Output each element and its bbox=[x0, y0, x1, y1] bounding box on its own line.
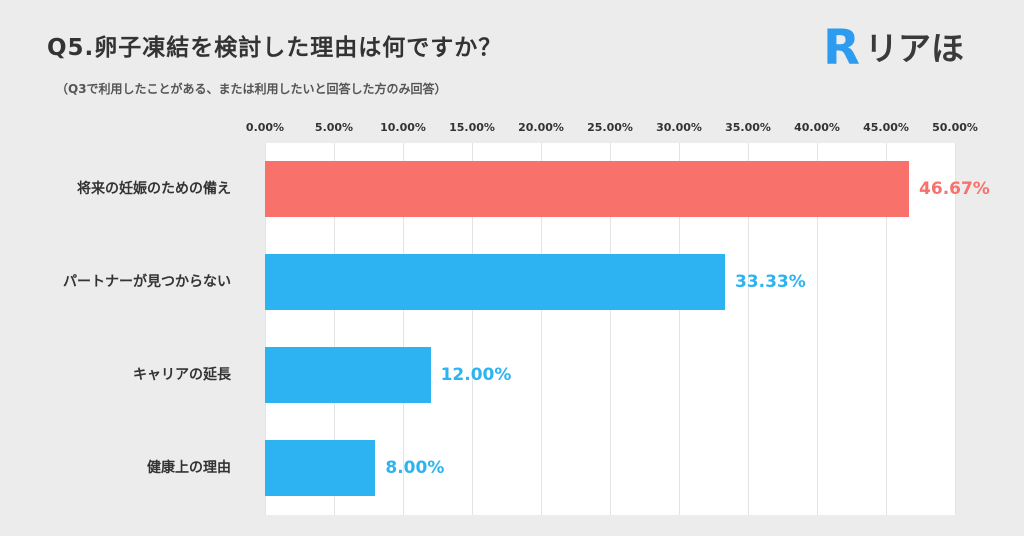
x-axis-tick: 0.00% bbox=[245, 121, 285, 134]
x-axis-tick: 35.00% bbox=[725, 121, 771, 134]
bar-value-label: 46.67% bbox=[919, 179, 990, 199]
bar bbox=[265, 254, 725, 310]
category-label: 健康上の理由 bbox=[147, 460, 231, 476]
gridline bbox=[541, 143, 542, 515]
brand-logo: R リアほ bbox=[823, 24, 964, 72]
category-label: 将来の妊娠のための備え bbox=[77, 181, 231, 197]
gridline bbox=[817, 143, 818, 515]
x-axis-tick: 5.00% bbox=[314, 121, 354, 134]
gridline bbox=[265, 143, 266, 515]
x-axis: 0.00% 5.00% 10.00% 15.00% 20.00% 25.00% 30.00%… bbox=[246, 121, 978, 137]
x-axis-tick: 40.00% bbox=[794, 121, 840, 134]
bar-value-label: 12.00% bbox=[440, 365, 512, 385]
gridline bbox=[748, 143, 749, 515]
category-label: キャリアの延長 bbox=[133, 367, 231, 383]
bar bbox=[265, 440, 376, 496]
bar-value-label: 8.00% bbox=[385, 458, 445, 478]
x-axis-tick: 20.00% bbox=[518, 121, 564, 134]
x-axis-tick: 45.00% bbox=[863, 121, 909, 134]
gridline bbox=[679, 143, 680, 515]
x-axis-tick: 25.00% bbox=[587, 121, 633, 134]
logo-r-icon: R bbox=[823, 20, 860, 76]
x-axis-tick: 10.00% bbox=[380, 121, 426, 134]
category-label: パートナーが見つからない bbox=[63, 274, 231, 290]
bar-value-label: 33.33% bbox=[734, 272, 806, 292]
plot-area: 46.67% 33.33% 12.00% 8.00% bbox=[265, 143, 990, 515]
gridline bbox=[955, 143, 956, 515]
x-axis-tick: 30.00% bbox=[656, 121, 702, 134]
page-title: Q5.卵子凍結を検討した理由は何ですか？ bbox=[47, 35, 503, 61]
gridline bbox=[886, 143, 887, 515]
gridline bbox=[610, 143, 611, 515]
gridline bbox=[403, 143, 404, 515]
logo-text: リアほ bbox=[865, 28, 964, 68]
x-axis-tick: 50.00% bbox=[932, 121, 978, 134]
bar bbox=[265, 161, 910, 217]
bar bbox=[265, 347, 431, 403]
gridline bbox=[472, 143, 473, 515]
gridline bbox=[334, 143, 335, 515]
page-subtitle: （Q3で利用したことがある、または利用したいと回答した方のみ回答） bbox=[56, 82, 447, 96]
x-axis-tick: 15.00% bbox=[449, 121, 495, 134]
category-labels: 将来の妊娠のための備えパートナーが見つからないキャリアの延長健康上の理由 bbox=[0, 143, 245, 515]
